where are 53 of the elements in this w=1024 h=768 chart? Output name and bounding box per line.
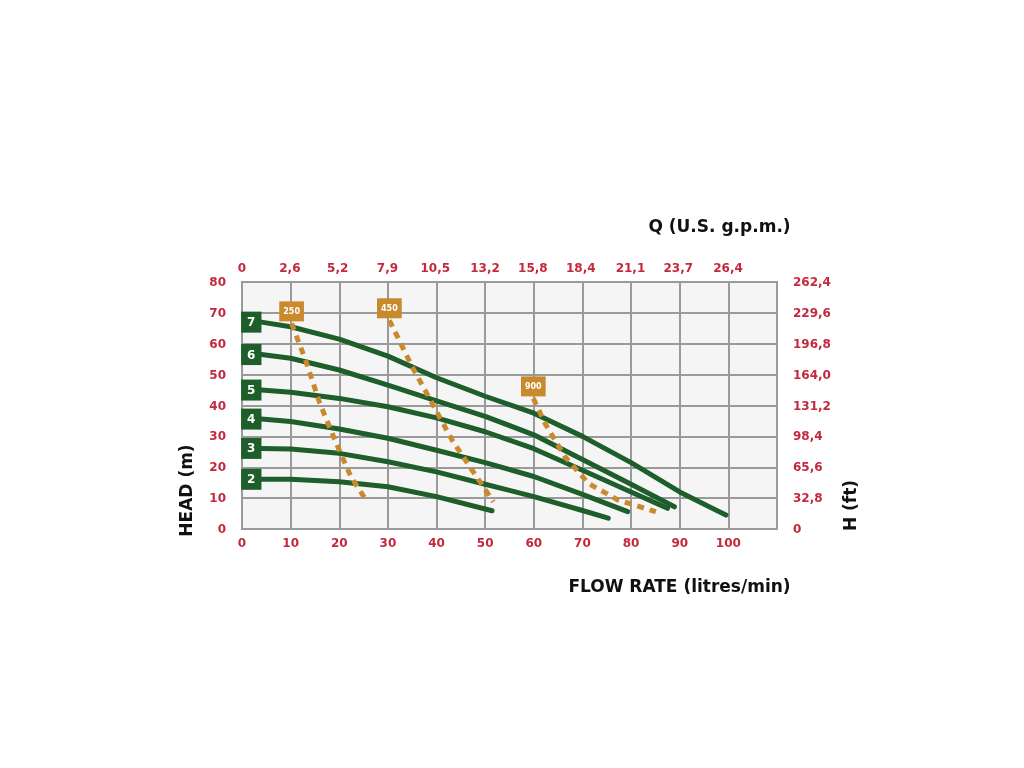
- x-tick-label: 100: [715, 536, 741, 550]
- x-tick-label: 0: [237, 536, 247, 550]
- x-tick-label: 30: [379, 536, 397, 550]
- x-tick-label: 90: [671, 536, 689, 550]
- x2-tick-label: 5,2: [327, 261, 349, 275]
- x-axis-title: FLOW RATE (litres/min): [568, 575, 791, 596]
- y2-tick-label: 196,8: [793, 336, 831, 351]
- y-axis-title: HEAD (m): [175, 444, 196, 537]
- y-tick-label: 70: [209, 305, 226, 320]
- y2-tick-label: 131,2: [793, 398, 831, 413]
- x2-tick-label: 23,7: [663, 261, 694, 275]
- y2-tick-label: 32,8: [793, 491, 823, 506]
- y-tick-label: 50: [209, 367, 226, 382]
- x2-tick-label: 0: [237, 261, 247, 275]
- y2-tick-label: 164,0: [793, 367, 831, 382]
- series-label: 250: [283, 306, 301, 316]
- x2-tick-label: 2,6: [279, 261, 301, 275]
- legend-label: 3: [247, 441, 256, 456]
- x2-tick-label: 21,1: [615, 261, 646, 275]
- x-tick-label: 80: [622, 536, 640, 550]
- y-tick-label: 60: [209, 336, 226, 351]
- y2-tick-label: 0: [793, 522, 802, 536]
- y-tick-label: 40: [209, 398, 226, 413]
- series-label: 7: [247, 315, 256, 330]
- x-tick-label: 60: [525, 536, 543, 550]
- y2-axis-title: H (ft): [840, 479, 861, 532]
- series-label: 900: [524, 381, 543, 391]
- x2-axis-title: Q (U.S. g.p.m.): [648, 215, 791, 236]
- x-tick-label: 10: [282, 536, 299, 550]
- legend-label: 4: [247, 412, 256, 427]
- y2-tick-label: 98,4: [793, 429, 823, 444]
- x-tick-label: 20: [330, 536, 348, 550]
- y-tick-label: 30: [209, 429, 226, 444]
- x2-tick-label: 7,9: [376, 261, 399, 275]
- y-tick-label: 80: [209, 275, 226, 289]
- series-label: 6: [247, 347, 256, 362]
- y-tick-label: 10: [209, 491, 226, 506]
- x2-tick-label: 15,8: [518, 261, 548, 275]
- y-tick-label: 0: [217, 522, 226, 536]
- x2-tick-label: 13,2: [470, 261, 500, 275]
- x-tick-label: 50: [476, 536, 494, 550]
- y-tick-label: 20: [209, 460, 226, 475]
- y2-tick-label: 229,6: [793, 305, 831, 320]
- x-tick-label: 40: [428, 536, 445, 550]
- x-tick-label: 70: [574, 536, 591, 550]
- x2-tick-label: 18,4: [565, 261, 596, 275]
- series-label: 5: [247, 383, 256, 398]
- legend-label: 2: [247, 472, 256, 487]
- series-label: 450: [381, 303, 399, 313]
- y2-tick-label: 65,6: [793, 460, 823, 475]
- x2-tick-label: 26,4: [713, 261, 743, 275]
- y2-tick-label: 262,4: [793, 275, 831, 289]
- x2-tick-label: 10,5: [420, 261, 451, 275]
